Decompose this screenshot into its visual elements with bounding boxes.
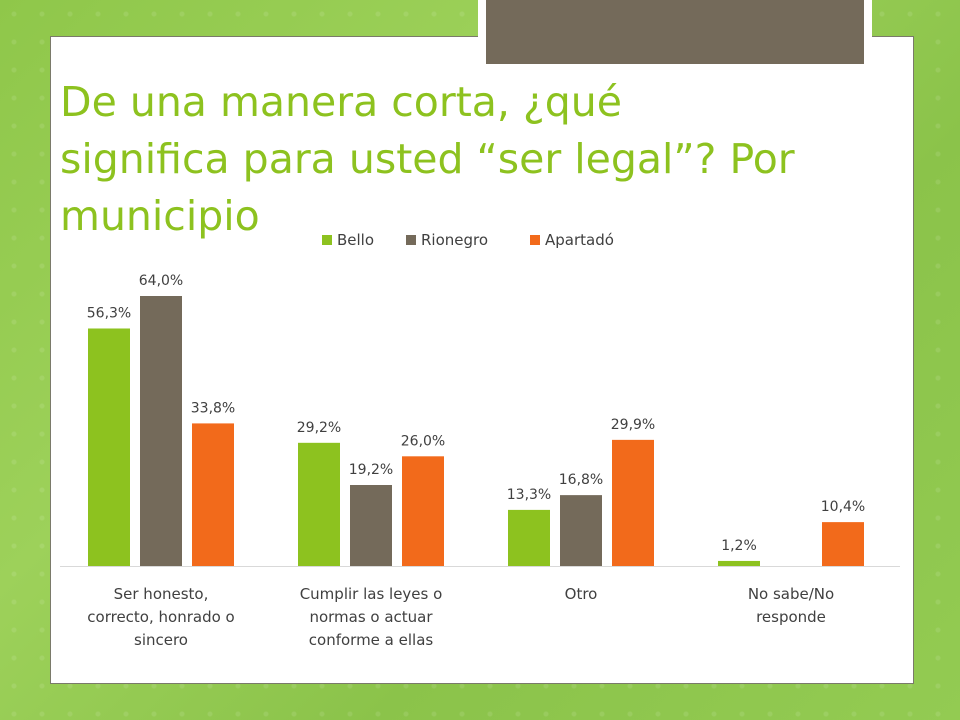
data-label: 1,2% bbox=[721, 538, 757, 554]
slide-panel bbox=[50, 36, 914, 684]
legend-swatch bbox=[322, 235, 332, 245]
data-label: 29,9% bbox=[611, 417, 655, 433]
data-label: 10,4% bbox=[821, 499, 865, 515]
data-label: 13,3% bbox=[507, 487, 551, 503]
bar bbox=[822, 522, 864, 566]
bar bbox=[718, 560, 760, 566]
decorative-block bbox=[486, 0, 864, 64]
data-label: 56,3% bbox=[87, 305, 131, 321]
category-label: conforme a ellas bbox=[309, 631, 434, 649]
legend-swatch bbox=[530, 235, 540, 245]
data-label: 64,0% bbox=[139, 273, 183, 289]
category-label: Ser honesto, bbox=[114, 585, 209, 603]
slide-title: De una manera corta, ¿qué significa para… bbox=[60, 78, 795, 240]
legend-label: Rionegro bbox=[421, 231, 488, 249]
data-label: 33,8% bbox=[191, 400, 235, 416]
category-label: responde bbox=[756, 608, 826, 626]
category-label: sincero bbox=[134, 631, 188, 649]
bar bbox=[350, 485, 392, 566]
legend-label: Bello bbox=[337, 231, 374, 249]
bar bbox=[508, 509, 550, 566]
data-label: 16,8% bbox=[559, 472, 603, 488]
data-label: 29,2% bbox=[297, 420, 341, 436]
data-label: 26,0% bbox=[401, 433, 445, 449]
bar bbox=[298, 442, 340, 566]
category-label: correcto, honrado o bbox=[87, 608, 234, 626]
category-label: Cumplir las leyes o bbox=[300, 585, 443, 603]
category-label: normas o actuar bbox=[309, 608, 433, 626]
bar bbox=[612, 439, 654, 566]
bar bbox=[402, 456, 444, 566]
bar bbox=[560, 495, 602, 566]
legend-label: Apartadó bbox=[545, 231, 614, 249]
data-label: 19,2% bbox=[349, 462, 393, 478]
bar bbox=[140, 296, 182, 566]
bar bbox=[192, 423, 234, 566]
legend-swatch bbox=[406, 235, 416, 245]
category-label: Otro bbox=[565, 585, 598, 603]
bar bbox=[88, 328, 130, 566]
category-label: No sabe/No bbox=[748, 585, 834, 603]
